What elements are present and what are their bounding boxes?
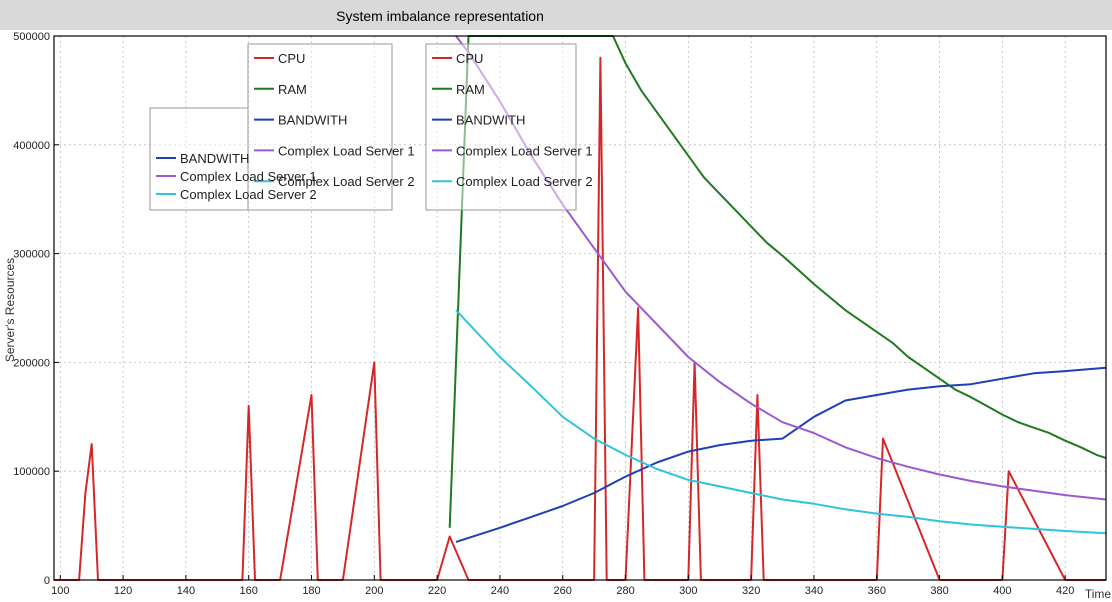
- series-line-complex-load-server-2: [455, 309, 1107, 535]
- legend-label-1-2: BANDWITH: [278, 113, 347, 128]
- series-line-bandwidth: [455, 366, 1107, 543]
- legend-label-1-1: RAM: [278, 82, 307, 97]
- y-axis-label: Server's Resources: [3, 258, 17, 362]
- x-tick-label-12: 340: [805, 585, 823, 597]
- legend-label-2-0: CPU: [456, 51, 483, 66]
- x-tick-label-0: 100: [51, 585, 69, 597]
- x-tick-label-6: 220: [428, 585, 446, 597]
- x-tick-label-15: 400: [993, 585, 1011, 597]
- legend-label-1-3: Complex Load Server 1: [278, 143, 415, 158]
- x-tick-label-16: 420: [1056, 585, 1074, 597]
- legend-label-3-2: BANDWITH: [180, 151, 249, 166]
- x-tick-label-9: 280: [616, 585, 634, 597]
- x-tick-label-11: 320: [742, 585, 760, 597]
- x-tick-label-5: 200: [365, 585, 383, 597]
- chart-title: System imbalance representation: [336, 8, 544, 24]
- y-tick-label-0: 0: [44, 575, 50, 587]
- y-tick-label-4: 400000: [13, 140, 50, 152]
- x-tick-label-1: 120: [114, 585, 132, 597]
- y-tick-label-1: 100000: [13, 466, 50, 478]
- x-tick-label-10: 300: [679, 585, 697, 597]
- x-tick-label-3: 160: [240, 585, 258, 597]
- y-tick-label-3: 300000: [13, 249, 50, 261]
- x-tick-label-2: 140: [177, 585, 195, 597]
- x-tick-label-13: 360: [868, 585, 886, 597]
- legend-label-1-4: Complex Load Server 2: [278, 174, 415, 189]
- legend-label-2-1: RAM: [456, 82, 485, 97]
- x-tick-label-7: 240: [491, 585, 509, 597]
- plot-frame: [53, 35, 1107, 581]
- x-tick-label-8: 260: [554, 585, 572, 597]
- legend-box-2: [425, 43, 577, 211]
- legend-1: CPU RAM BANDWITH Complex Load Server 1 Compl…: [247, 43, 415, 211]
- legend-label-1-0: CPU: [278, 51, 305, 66]
- legend-3: BANDWITH Complex Load Server 1 Complex Loa…: [149, 107, 317, 211]
- x-tick-label-14: 380: [930, 585, 948, 597]
- legend-label-2-2: BANDWITH: [456, 113, 525, 128]
- legend-label-3-3: Complex Load Server 1: [180, 169, 317, 184]
- legend-label-2-4: Complex Load Server 2: [456, 174, 593, 189]
- x-tick-label-4: 180: [302, 585, 320, 597]
- legend-label-3-4: Complex Load Server 2: [180, 187, 317, 202]
- y-tick-label-2: 200000: [13, 357, 50, 369]
- legend-2: CPU RAM BANDWITH Complex Load Server 1 Compl…: [425, 43, 593, 211]
- y-tick-label-5: 500000: [13, 31, 50, 43]
- legend-label-2-3: Complex Load Server 1: [456, 143, 593, 158]
- legend-box-1: [247, 43, 393, 211]
- title-bar: [0, 0, 1112, 30]
- x-axis-label: Time: [1085, 587, 1112, 601]
- y-ticks: 0 100000 200000 300000 400000 500000: [13, 31, 59, 587]
- x-ticks: 100 120 140 160 180 200 220 240 260 280 300 320 340 3…: [51, 575, 1074, 597]
